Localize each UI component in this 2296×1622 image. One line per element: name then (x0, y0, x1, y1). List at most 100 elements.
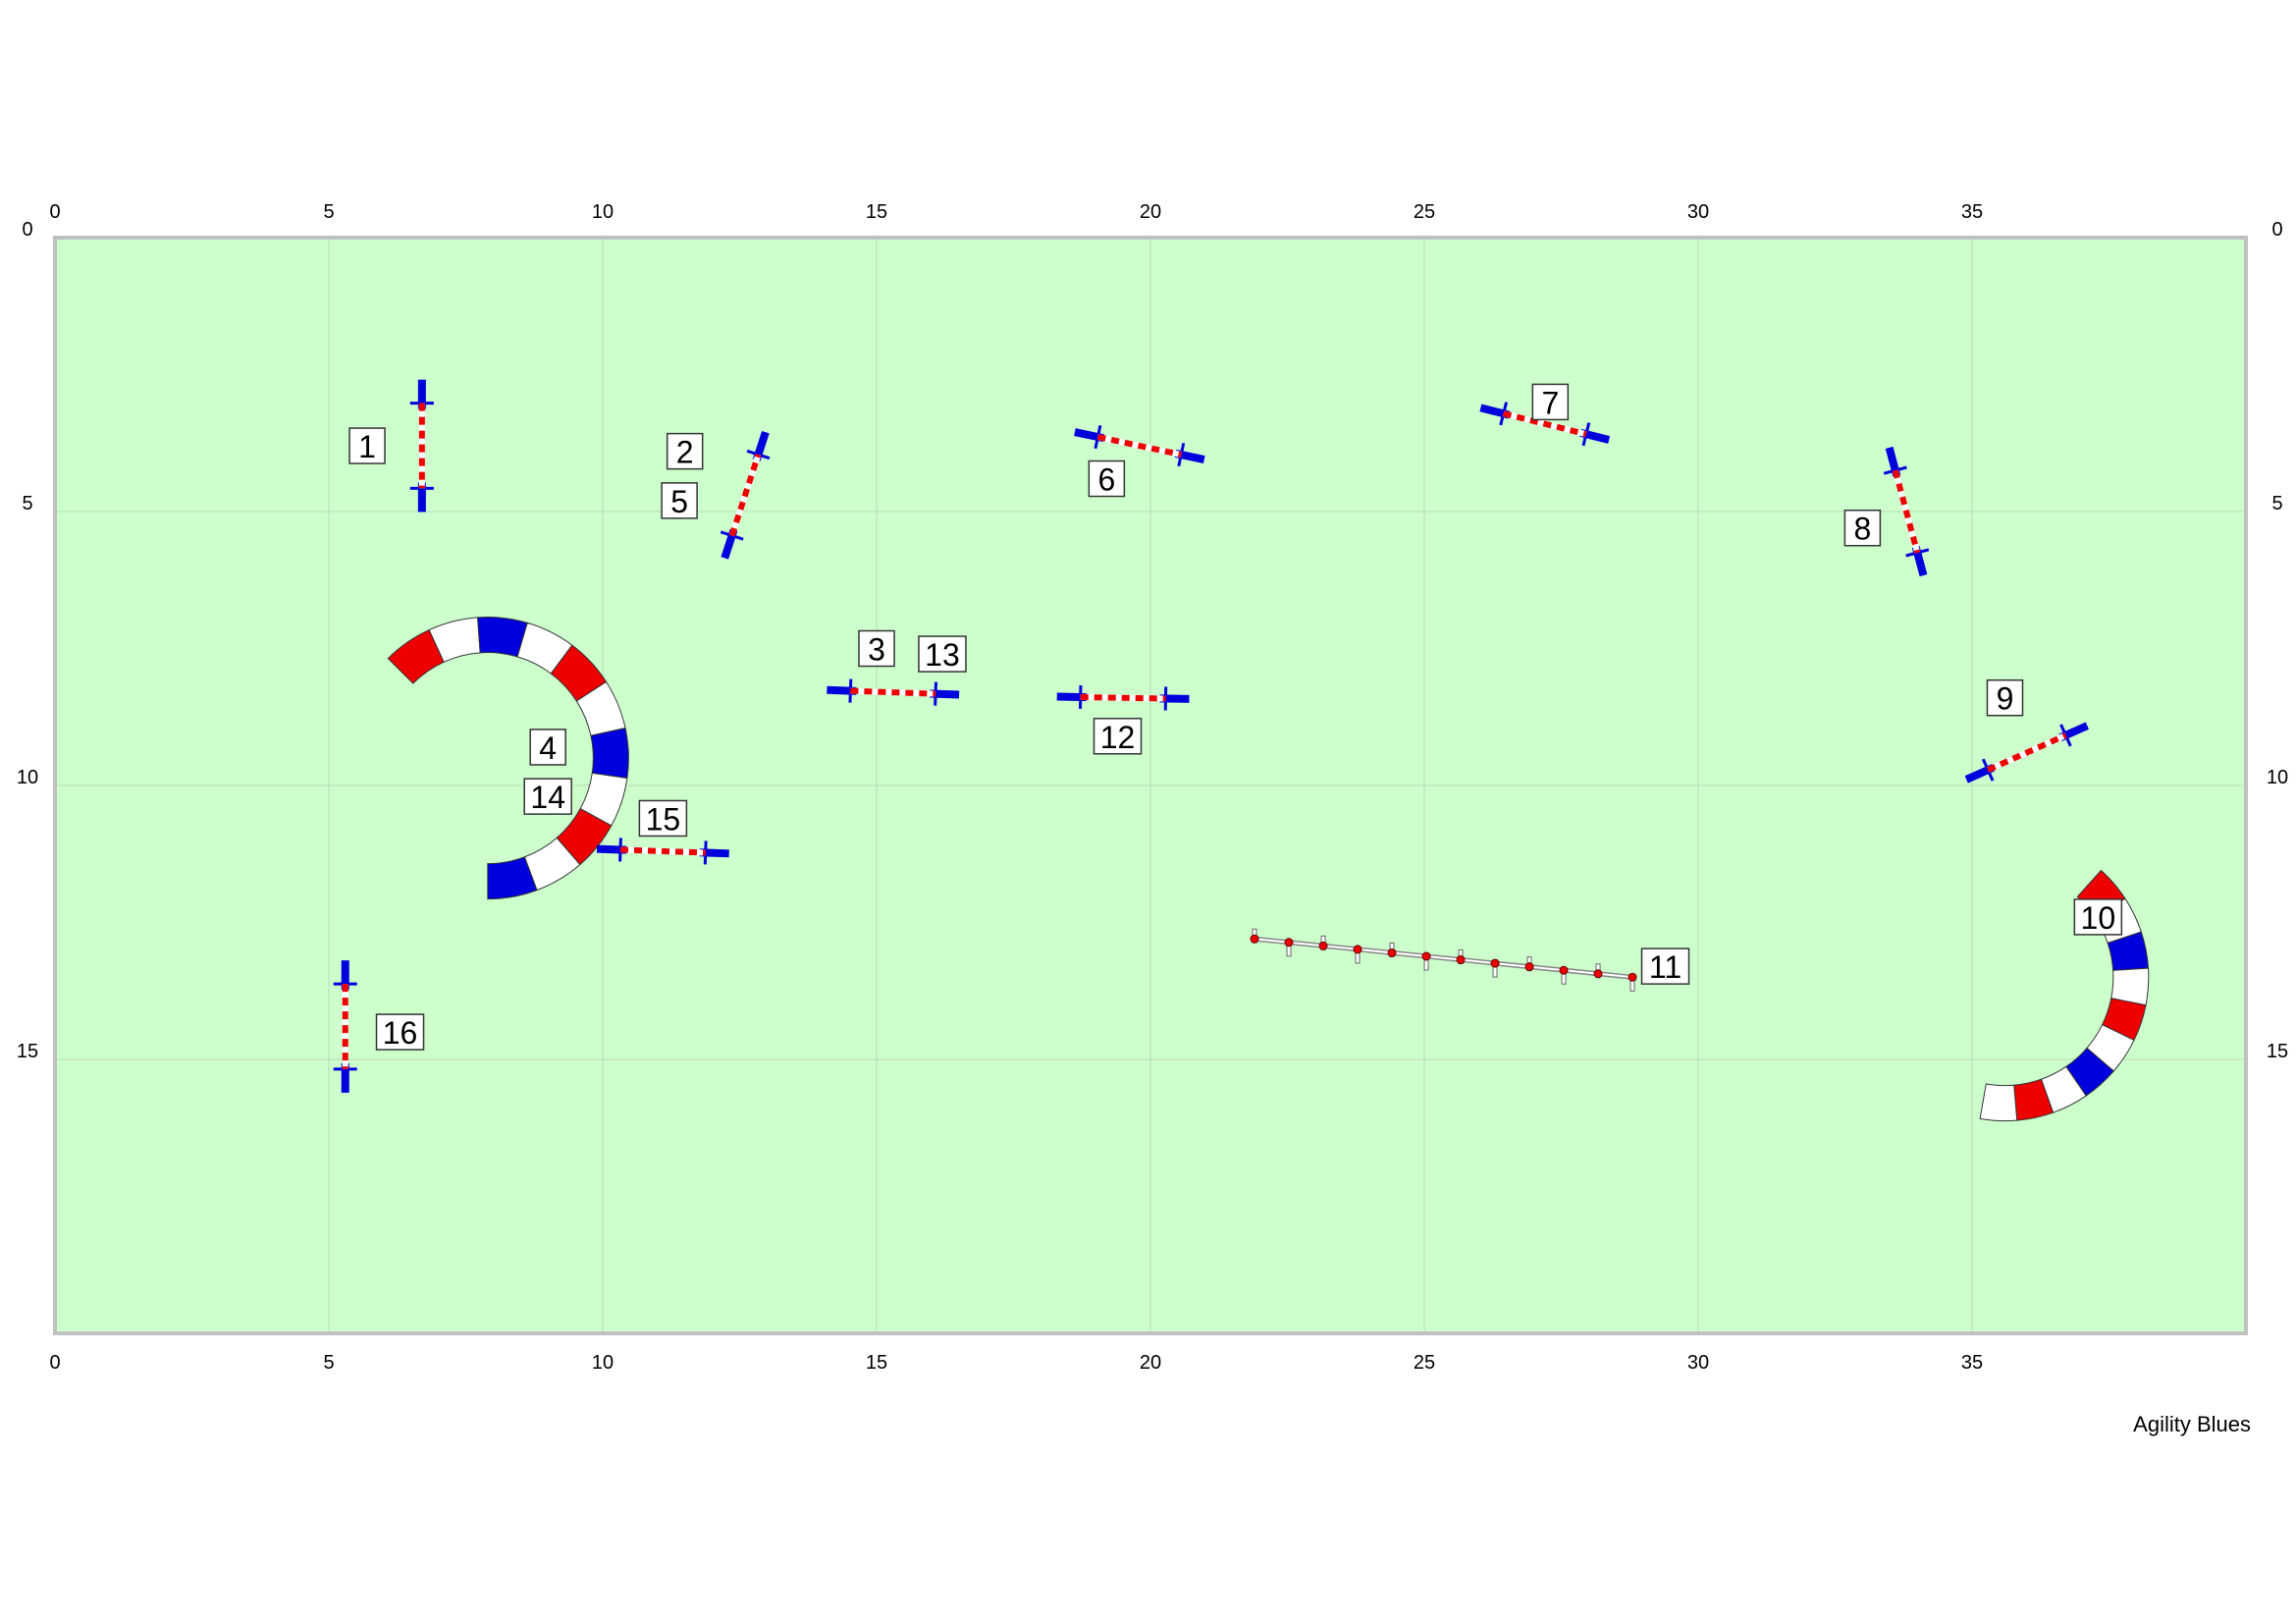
tunnel-segment (487, 856, 538, 900)
weave-pole (1524, 962, 1534, 972)
number-box (523, 778, 572, 815)
x-tick-label-top: 25 (1414, 201, 1435, 223)
y-tick-label-left: 10 (17, 767, 38, 788)
y-tick-label-left: 15 (17, 1041, 38, 1062)
credit-text: Agility Blues (2133, 1412, 2251, 1436)
x-tick-label-bottom: 25 (1414, 1352, 1435, 1374)
x-tick-label-bottom: 30 (1687, 1352, 1709, 1374)
x-tick-label-top: 10 (592, 201, 614, 223)
jump-wing-left (341, 960, 349, 991)
number-marker: 2 (666, 432, 704, 470)
jump-pole-stripes (850, 687, 936, 697)
x-tick-label-bottom: 20 (1140, 1352, 1161, 1374)
number-marker: 15 (638, 799, 688, 837)
number-box (1093, 718, 1143, 755)
jump-2-5 (720, 430, 771, 560)
y-tick-label-right: 5 (2271, 493, 2282, 514)
number-box (666, 432, 704, 470)
x-tick-label-bottom: 5 (323, 1352, 334, 1374)
tunnel-4-14 (387, 617, 629, 900)
weave-pole (1318, 941, 1328, 950)
jump-pole-stripes (619, 846, 706, 856)
weave-pole (1250, 934, 1259, 944)
weave-poles-11 (1250, 928, 1637, 992)
jump-16 (333, 960, 357, 1093)
number-marker: 8 (1843, 509, 1882, 547)
weave-pole (1628, 972, 1637, 982)
number-box (348, 427, 386, 464)
number-box (1088, 460, 1126, 498)
jump-1 (409, 379, 434, 513)
weave-pole (1387, 947, 1397, 957)
number-marker: 1 (348, 427, 386, 464)
jump-7 (1479, 402, 1611, 447)
number-box (2073, 898, 2123, 936)
x-tick-label-bottom: 0 (49, 1352, 60, 1374)
number-marker: 7 (1531, 383, 1570, 421)
weave-pole (1353, 945, 1362, 954)
ring-border (53, 236, 2248, 1335)
jump-15 (596, 838, 729, 865)
x-tick-label-bottom: 35 (1961, 1352, 1983, 1374)
jump-wing-right (417, 482, 426, 513)
jump-pole-stripes (1502, 410, 1587, 438)
number-label: 14 (530, 780, 565, 815)
number-label: 7 (1541, 385, 1559, 420)
x-tick-label-top: 5 (323, 201, 334, 223)
number-marker: 13 (918, 635, 967, 673)
y-tick-label-right: 15 (2267, 1041, 2288, 1062)
number-label: 16 (383, 1015, 418, 1051)
y-tick-label-left: 0 (22, 219, 32, 241)
jump-8 (1883, 446, 1930, 577)
number-marker: 10 (2073, 898, 2123, 936)
number-marker: 11 (1640, 947, 1690, 985)
y-tick-label-right: 0 (2271, 219, 2282, 241)
number-label: 10 (2081, 900, 2116, 936)
jump-wing-right (341, 1062, 349, 1093)
tunnel-segment (1979, 1083, 2018, 1122)
jump-3-13 (827, 678, 960, 706)
x-tick-label-top: 0 (49, 201, 60, 223)
number-label: 9 (1997, 681, 2014, 717)
number-box (661, 482, 698, 519)
jump-pole-stripes (1986, 732, 2067, 773)
x-tick-label-bottom: 15 (866, 1352, 887, 1374)
tunnel-segment (590, 727, 629, 780)
number-marker: 9 (1986, 678, 2024, 717)
weave-pole (1456, 955, 1466, 965)
y-tick-label-right: 10 (2267, 767, 2288, 788)
number-marker: 16 (375, 1013, 425, 1051)
number-box (918, 635, 967, 673)
number-marker: 6 (1088, 460, 1126, 498)
jump-9 (1964, 722, 2089, 784)
number-box (1531, 383, 1570, 421)
x-tick-label-bottom: 10 (592, 1352, 614, 1374)
number-label: 6 (1097, 462, 1115, 498)
number-box (858, 629, 895, 668)
number-box (1986, 678, 2024, 717)
weave-base-highlight (1254, 938, 1633, 979)
x-tick-label-top: 30 (1687, 201, 1709, 223)
number-label: 12 (1100, 720, 1136, 755)
jump-pole-stripes (728, 454, 762, 537)
jump-pole-stripes (1096, 434, 1182, 458)
number-label: 3 (868, 632, 885, 668)
number-box (529, 729, 566, 766)
weave-pole (1421, 951, 1431, 961)
y-tick-label-left: 5 (22, 493, 32, 514)
jump-12 (1056, 684, 1190, 711)
number-label: 8 (1854, 512, 1872, 547)
number-marker: 4 (529, 729, 566, 766)
jump-pole-stripes (1892, 469, 1921, 554)
x-tick-label-top: 20 (1140, 201, 1161, 223)
number-box (1843, 509, 1882, 547)
number-marker: 5 (661, 482, 698, 519)
jump-pole-stripes (1080, 693, 1166, 702)
number-box (375, 1013, 425, 1051)
number-label: 1 (358, 429, 376, 464)
jump-6 (1074, 424, 1205, 467)
weave-pole (1559, 965, 1569, 975)
number-label: 11 (1649, 949, 1682, 985)
